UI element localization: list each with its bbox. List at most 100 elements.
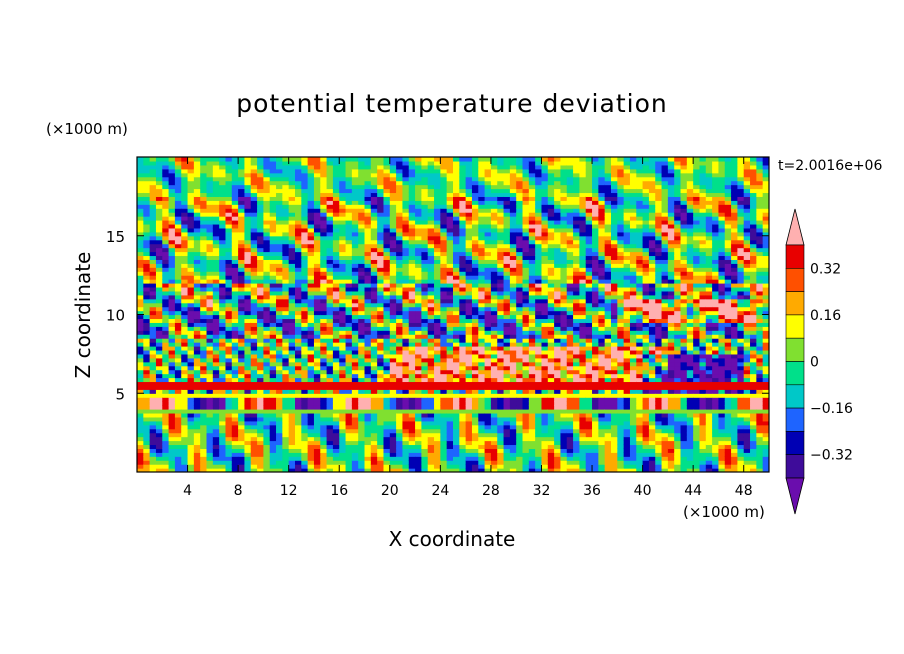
field-cell bbox=[143, 334, 151, 339]
field-cell bbox=[137, 393, 144, 398]
field-cell bbox=[358, 381, 366, 386]
field-cell bbox=[238, 452, 246, 457]
field-cell bbox=[427, 393, 435, 398]
field-cell bbox=[516, 436, 524, 442]
field-cell bbox=[181, 275, 189, 280]
field-cell bbox=[238, 318, 246, 323]
field-cell bbox=[206, 302, 214, 308]
field-cell bbox=[383, 397, 391, 402]
field-cell bbox=[301, 200, 309, 205]
field-cell bbox=[155, 204, 163, 209]
field-cell bbox=[364, 428, 372, 434]
field-cell bbox=[402, 373, 410, 379]
field-cell bbox=[212, 294, 220, 300]
field-cell bbox=[288, 448, 296, 453]
field-cell bbox=[250, 424, 258, 430]
field-cell bbox=[219, 286, 227, 292]
field-cell bbox=[225, 306, 233, 312]
field-cell bbox=[522, 432, 530, 438]
field-cell bbox=[206, 361, 214, 367]
field-cell bbox=[402, 401, 410, 406]
field-cell bbox=[187, 385, 195, 390]
field-cell bbox=[516, 393, 524, 398]
field-cell bbox=[478, 322, 486, 327]
field-cell bbox=[478, 412, 486, 418]
field-cell bbox=[484, 338, 492, 343]
field-cell bbox=[453, 294, 460, 300]
field-cell bbox=[421, 444, 429, 449]
field-cell bbox=[155, 302, 163, 308]
field-cell bbox=[250, 160, 258, 166]
field-cell bbox=[421, 223, 429, 229]
field-cell bbox=[358, 452, 366, 457]
field-cell bbox=[219, 302, 227, 308]
field-cell bbox=[351, 208, 359, 213]
field-cell bbox=[478, 164, 486, 170]
field-cell bbox=[440, 428, 448, 434]
field-cell bbox=[307, 432, 315, 438]
field-cell bbox=[238, 176, 246, 182]
field-cell bbox=[339, 176, 347, 182]
field-cell bbox=[522, 460, 530, 465]
field-cell bbox=[238, 393, 246, 398]
field-cell bbox=[332, 440, 340, 446]
field-cell bbox=[364, 456, 372, 461]
field-cell bbox=[503, 298, 511, 304]
field-cell bbox=[402, 326, 410, 331]
field-cell bbox=[212, 365, 220, 371]
field-cell bbox=[263, 160, 271, 166]
field-cell bbox=[263, 326, 271, 331]
field-cell bbox=[244, 432, 252, 438]
field-cell bbox=[351, 346, 359, 351]
field-cell bbox=[263, 428, 271, 434]
field-cell bbox=[326, 373, 334, 379]
field-cell bbox=[332, 334, 340, 339]
field-cell bbox=[174, 464, 182, 469]
field-cell bbox=[503, 310, 511, 316]
field-cell bbox=[503, 424, 511, 430]
field-cell bbox=[181, 436, 189, 442]
field-cell bbox=[415, 263, 422, 268]
field-cell bbox=[408, 353, 416, 359]
field-cell bbox=[446, 180, 454, 186]
field-cell bbox=[143, 255, 151, 260]
field-cell bbox=[408, 412, 416, 418]
field-cell bbox=[465, 416, 473, 422]
field-cell bbox=[339, 373, 347, 379]
field-cell bbox=[484, 157, 492, 162]
field-cell bbox=[263, 251, 271, 257]
field-cell bbox=[257, 456, 264, 461]
field-cell bbox=[434, 373, 441, 379]
field-cell bbox=[370, 239, 378, 245]
field-cell bbox=[288, 456, 296, 461]
field-cell bbox=[250, 314, 258, 320]
field-cell bbox=[345, 168, 353, 174]
field-cell bbox=[478, 180, 486, 186]
field-cell bbox=[503, 294, 511, 300]
field-cell bbox=[516, 353, 524, 359]
field-cell bbox=[206, 227, 214, 233]
field-cell bbox=[516, 357, 524, 363]
field-cell bbox=[427, 302, 435, 308]
field-cell bbox=[206, 283, 214, 288]
field-cell bbox=[497, 302, 505, 308]
field-cell bbox=[434, 286, 441, 292]
field-cell bbox=[339, 389, 347, 394]
field-cell bbox=[421, 322, 429, 327]
field-cell bbox=[516, 216, 524, 221]
field-cell bbox=[396, 314, 404, 320]
field-cell bbox=[440, 338, 448, 343]
field-cell bbox=[219, 401, 227, 406]
field-cell bbox=[269, 243, 277, 249]
field-cell bbox=[503, 346, 511, 351]
field-cell bbox=[358, 334, 366, 339]
field-cell bbox=[168, 326, 176, 331]
field-cell bbox=[187, 192, 195, 197]
field-cell bbox=[471, 271, 479, 276]
field-cell bbox=[497, 255, 505, 260]
field-cell bbox=[168, 412, 176, 418]
field-cell bbox=[427, 243, 435, 249]
field-cell bbox=[358, 235, 366, 241]
field-cell bbox=[478, 428, 486, 434]
field-cell bbox=[478, 346, 486, 351]
